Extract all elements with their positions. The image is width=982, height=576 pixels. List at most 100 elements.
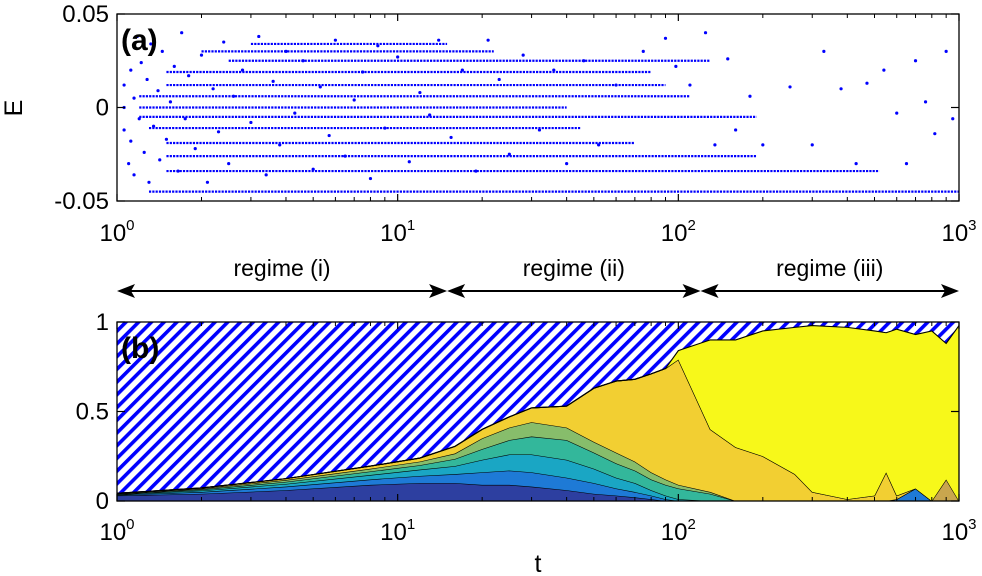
data-point bbox=[301, 59, 305, 63]
x-tick-base: 10 bbox=[661, 519, 688, 546]
data-point bbox=[407, 160, 411, 164]
data-point bbox=[460, 68, 464, 72]
x-tick-exponent: 2 bbox=[688, 516, 696, 533]
data-point bbox=[376, 44, 380, 48]
y-tick-label: 0.5 bbox=[76, 399, 109, 426]
x-tick-label: 102 bbox=[661, 217, 696, 247]
data-point bbox=[449, 135, 453, 140]
data-point bbox=[396, 55, 400, 59]
data-point bbox=[437, 38, 441, 42]
data-point bbox=[688, 83, 692, 87]
x-tick-label: 103 bbox=[941, 217, 976, 247]
data-point bbox=[951, 117, 955, 121]
data-point bbox=[428, 113, 432, 117]
regime-arrowhead-right bbox=[429, 284, 448, 298]
x-tick-base: 10 bbox=[99, 220, 126, 247]
data-point bbox=[129, 68, 133, 72]
panel-a-background bbox=[117, 14, 959, 201]
data-point bbox=[132, 96, 136, 100]
data-point bbox=[168, 100, 173, 104]
area-layer bbox=[117, 325, 959, 501]
area-layer-edge bbox=[117, 325, 959, 494]
x-tick-label: 100 bbox=[99, 516, 134, 546]
panel-b-x-axis-label: t bbox=[535, 550, 542, 576]
data-point bbox=[748, 94, 752, 98]
x-tick-label: 101 bbox=[380, 217, 415, 247]
regime-arrowhead-right bbox=[941, 284, 959, 298]
y-tick-label: -0.05 bbox=[54, 188, 109, 215]
data-point bbox=[311, 167, 315, 171]
panel-a-y-axis-label: E bbox=[0, 100, 28, 117]
data-point bbox=[713, 143, 717, 147]
data-point bbox=[151, 124, 156, 128]
x-tick-exponent: 3 bbox=[968, 516, 976, 533]
data-point bbox=[497, 77, 501, 82]
data-point bbox=[361, 70, 365, 74]
panel-b: 100 101 102 103 10.50 (b) t bbox=[76, 309, 977, 576]
data-point bbox=[933, 132, 937, 136]
data-point bbox=[383, 126, 387, 130]
data-point bbox=[839, 87, 843, 91]
data-point bbox=[249, 120, 253, 125]
regime-arrowhead-left bbox=[117, 284, 135, 298]
data-point bbox=[172, 64, 176, 68]
x-tick-exponent: 2 bbox=[688, 217, 696, 234]
data-point bbox=[327, 133, 331, 138]
data-point bbox=[552, 68, 556, 72]
panel-a-x-ticks: 100 101 102 103 bbox=[99, 14, 977, 247]
data-point bbox=[726, 57, 730, 61]
panel-b-y-ticks: 10.50 bbox=[76, 309, 959, 515]
regime-arrowhead-right bbox=[682, 284, 701, 298]
data-point bbox=[293, 111, 297, 115]
data-point bbox=[176, 169, 180, 173]
regime-label: regime (iii) bbox=[776, 255, 883, 281]
data-point bbox=[240, 68, 245, 72]
data-point bbox=[180, 31, 184, 35]
panel-a: 100 101 102 103 0.050-0.05 (a) E bbox=[0, 1, 977, 247]
data-point bbox=[582, 59, 586, 63]
data-point bbox=[122, 83, 126, 87]
x-tick-exponent: 0 bbox=[126, 217, 134, 234]
area-layer bbox=[117, 470, 959, 501]
area-layer bbox=[117, 359, 959, 501]
regime-annotations: regime (i) regime (ii) regime (iii) bbox=[117, 255, 959, 298]
data-point bbox=[418, 90, 422, 95]
regime-arrowhead-left bbox=[700, 284, 719, 298]
panel-a-y-ticks: 0.05 0 -0.05 bbox=[54, 1, 959, 215]
data-point bbox=[507, 152, 511, 156]
y-tick-label: 1 bbox=[96, 309, 109, 336]
y-tick-label: 0 bbox=[96, 488, 109, 515]
data-point bbox=[257, 34, 261, 39]
data-point bbox=[158, 158, 162, 162]
data-point bbox=[703, 31, 708, 35]
area-layer bbox=[117, 454, 959, 501]
x-tick-exponent: 1 bbox=[407, 217, 415, 234]
x-tick-base: 10 bbox=[941, 220, 968, 247]
data-point bbox=[761, 143, 765, 147]
area-layer bbox=[117, 483, 959, 501]
data-point bbox=[923, 100, 928, 104]
data-point bbox=[865, 81, 869, 85]
data-point bbox=[352, 98, 356, 102]
data-point bbox=[227, 162, 231, 166]
data-point bbox=[913, 59, 918, 63]
y-tick-label: 0.05 bbox=[62, 1, 109, 28]
panel-b-label: (b) bbox=[121, 332, 159, 365]
data-point bbox=[142, 150, 146, 154]
data-point bbox=[537, 128, 542, 132]
data-point bbox=[122, 128, 126, 132]
data-point bbox=[164, 137, 169, 141]
area-layer bbox=[117, 436, 959, 501]
data-point bbox=[264, 173, 268, 177]
data-point bbox=[139, 61, 143, 65]
data-point bbox=[565, 162, 569, 166]
panel-a-label: (a) bbox=[121, 24, 158, 57]
data-point bbox=[271, 79, 275, 83]
data-point bbox=[788, 85, 792, 89]
panel-b-x-ticks: 100 101 102 103 bbox=[99, 322, 977, 546]
data-point bbox=[521, 53, 525, 57]
x-tick-base: 10 bbox=[380, 220, 407, 247]
data-point bbox=[147, 180, 151, 184]
x-tick-label: 101 bbox=[380, 516, 415, 546]
